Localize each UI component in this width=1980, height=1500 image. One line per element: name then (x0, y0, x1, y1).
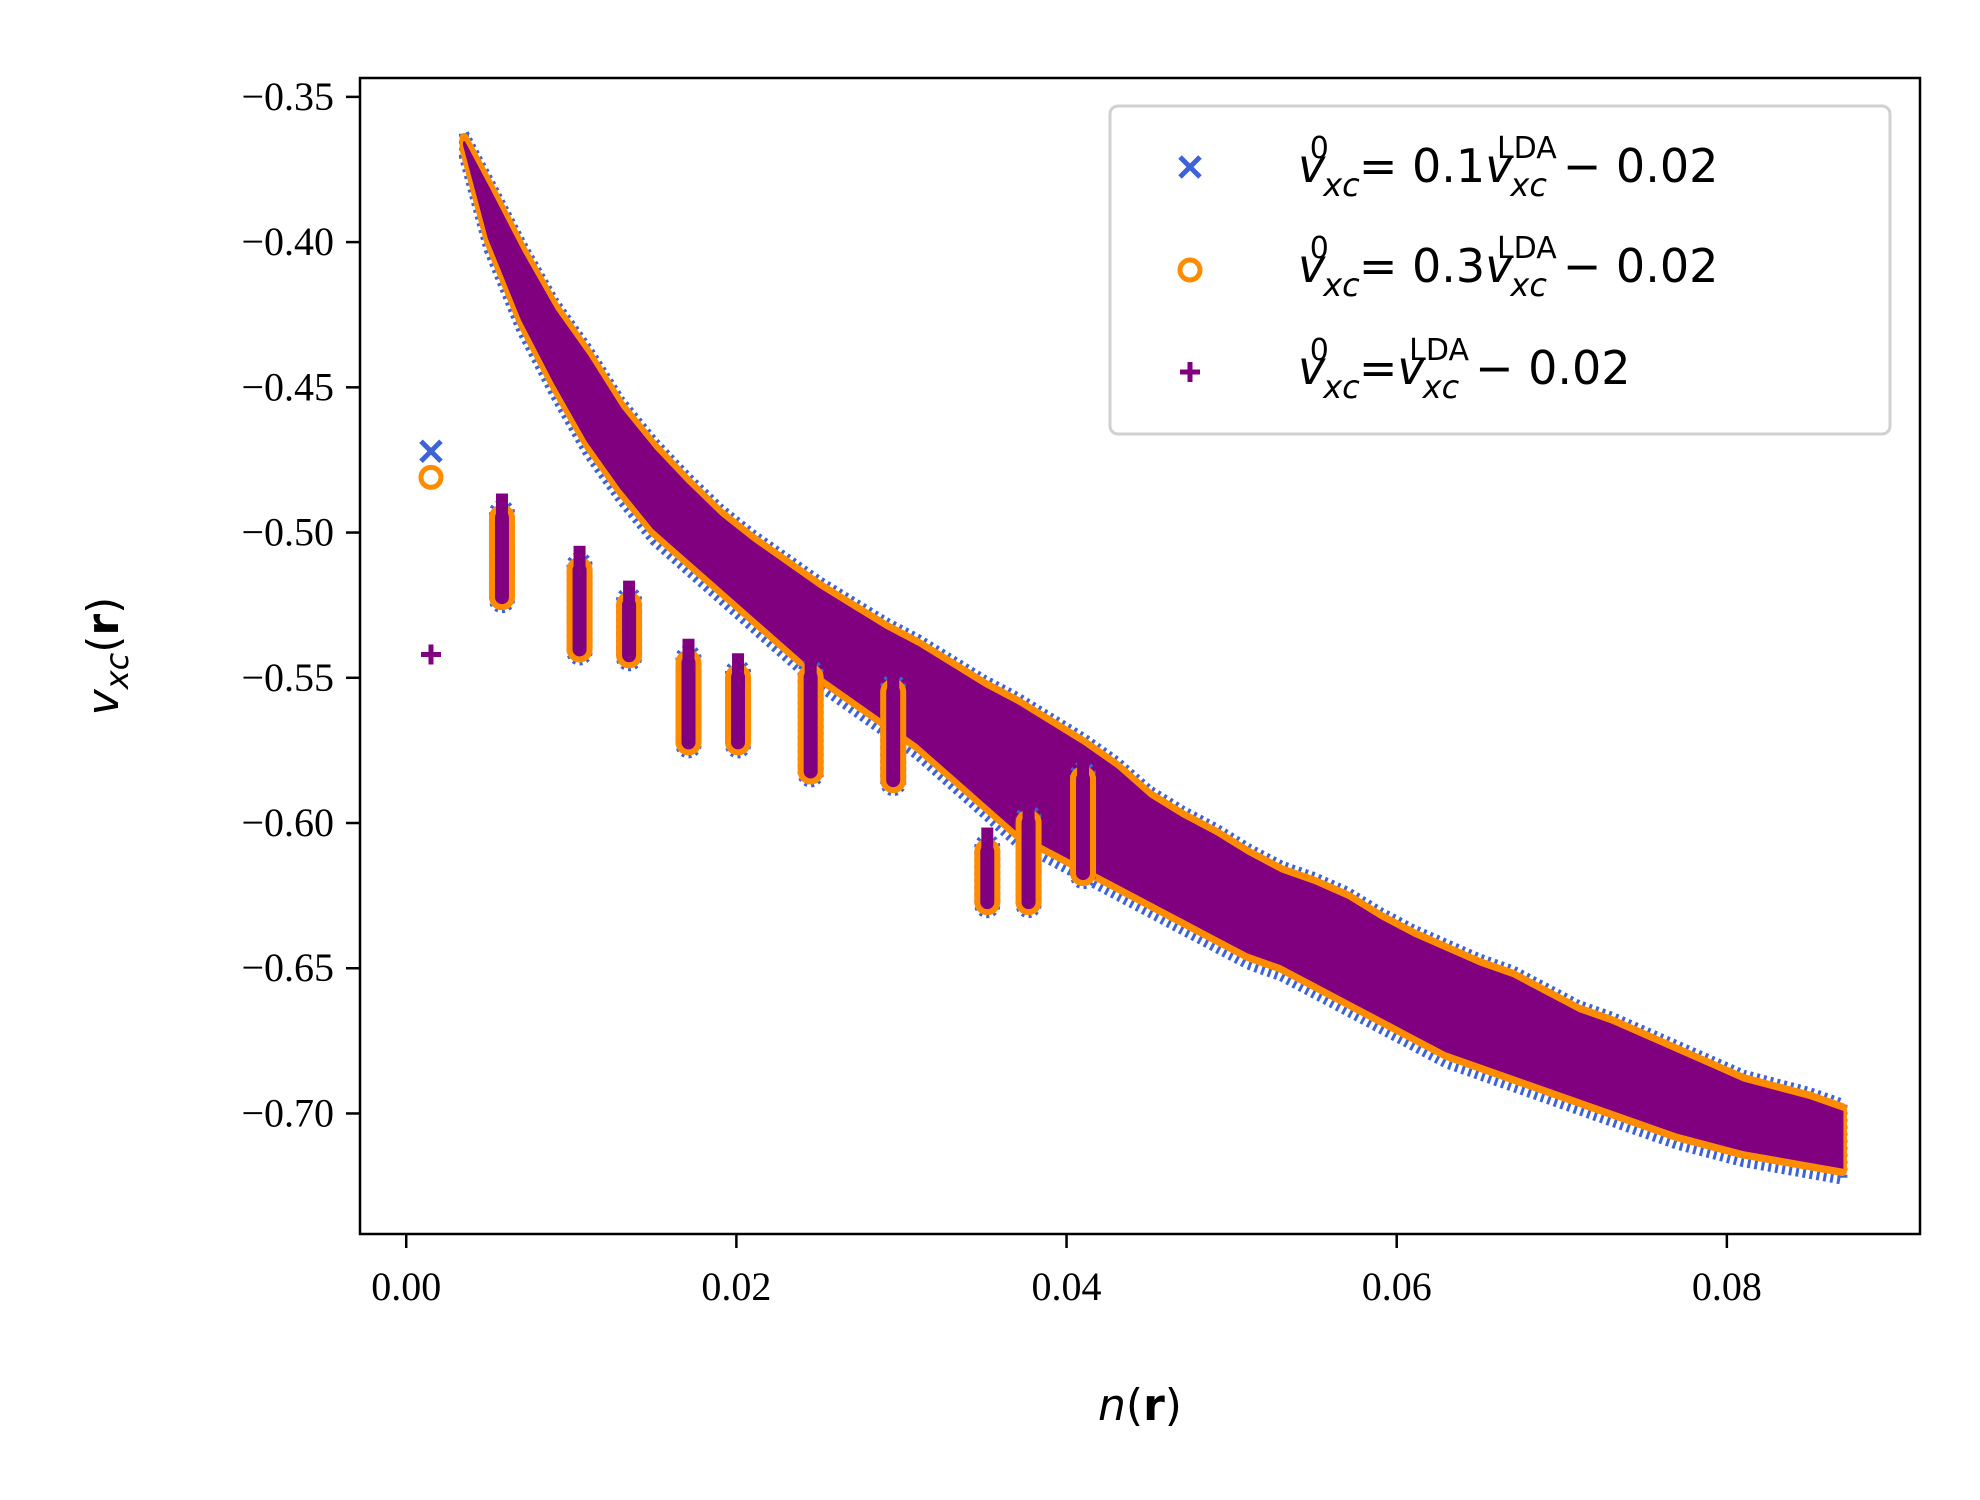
x-axis: 0.00 0.02 0.04 0.06 0.08 (371, 1234, 1762, 1309)
y-tick-label: −0.55 (241, 655, 334, 700)
plot-frame (358, 76, 1922, 1236)
x-tick-label: 0.04 (1032, 1264, 1102, 1309)
y-tick-label: −0.65 (241, 945, 334, 990)
y-tick-label: −0.45 (241, 364, 334, 409)
series-3-cluster (573, 545, 586, 633)
y-tick-label: −0.50 (241, 510, 334, 555)
y-tick-label: −0.60 (241, 800, 334, 845)
y-tick-label: −0.35 (241, 74, 334, 119)
series-3-cluster (1022, 798, 1035, 885)
series-3-cluster (495, 493, 508, 580)
series-3-cluster (623, 580, 636, 643)
y-tick-label: −0.40 (241, 219, 334, 264)
series-3-cluster (682, 638, 695, 726)
legend-marker-x (1178, 155, 1202, 179)
y-axis: −0.35 −0.40 −0.45 −0.50 −0.55 −0.60 −0.65 −0.70 (241, 74, 360, 1135)
x-tick-label: 0.00 (371, 1264, 441, 1309)
series-2-point (418, 464, 444, 490)
x-tick-label: 0.02 (701, 1264, 771, 1309)
series-1-point (419, 439, 443, 463)
series-3-cluster (981, 827, 994, 890)
series-3-cluster (1077, 754, 1090, 854)
legend-entry-3: vxc0 =vxcLDA − 0.02 (1298, 333, 1631, 406)
series-3-cluster (732, 653, 745, 728)
x-tick-label: 0.06 (1362, 1264, 1432, 1309)
y-axis-label: vxc(r) (78, 597, 136, 716)
x-tick-label: 0.08 (1692, 1264, 1762, 1309)
legend-marker-plus (1180, 362, 1200, 382)
legend-entry-2: vxc0 = 0.3vxcLDA − 0.02 (1298, 231, 1718, 304)
series-3-cluster (804, 653, 817, 753)
legend-marker-o (1177, 257, 1203, 283)
y-tick-label: −0.70 (241, 1090, 334, 1135)
legend: vxc0 = 0.1vxcLDA − 0.02 vxc0 = 0.3vxcLDA − 0… (1108, 104, 1892, 436)
legend-entry-1: vxc0 = 0.1vxcLDA − 0.02 (1298, 131, 1718, 204)
data-layer (418, 131, 1848, 1186)
series-3-point (420, 644, 441, 665)
x-axis-label: n(r) (1098, 1380, 1182, 1431)
series-3-cluster (887, 667, 900, 762)
legend-frame (1108, 104, 1892, 436)
